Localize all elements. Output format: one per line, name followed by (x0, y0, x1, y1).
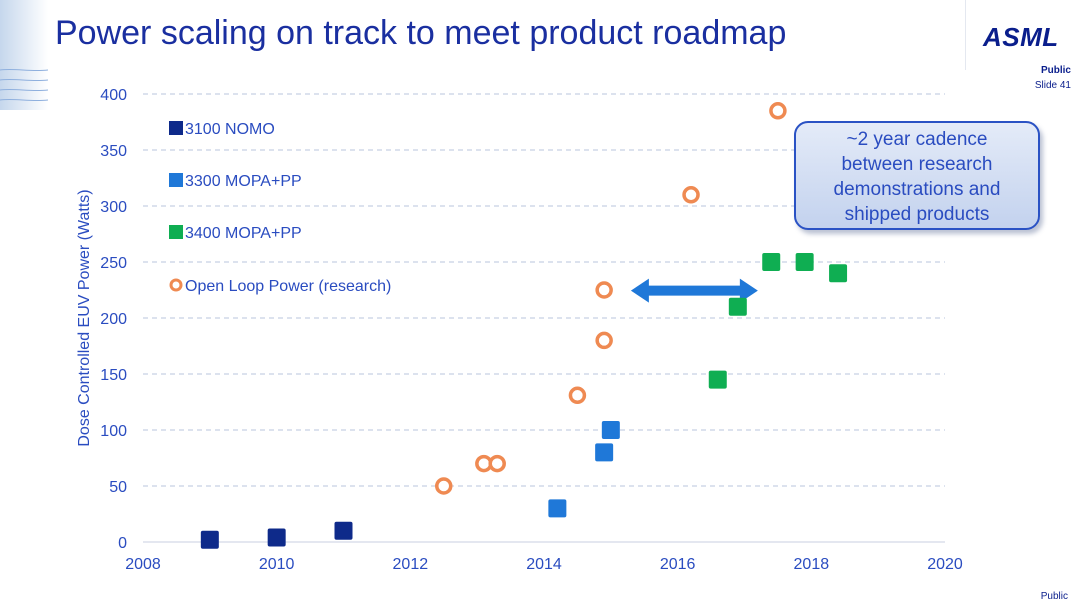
data-point-square (334, 521, 353, 540)
legend-label: Open Loop Power (research) (185, 278, 391, 295)
callout-line-4: shipped products (844, 204, 990, 225)
x-tick-label: 2010 (259, 556, 295, 573)
legend-marker (169, 121, 183, 135)
legend-marker (169, 173, 183, 187)
data-point-square (595, 443, 614, 462)
callout-line-2: between research (841, 154, 993, 175)
company-logo: ASML (983, 22, 1059, 52)
data-point-square (728, 297, 747, 316)
callout-line-3: demonstrations and (833, 179, 1001, 200)
x-tick-label: 2018 (794, 556, 830, 573)
data-point-square (200, 530, 219, 549)
y-tick-label: 400 (100, 87, 127, 104)
data-point-circle (595, 281, 613, 299)
data-point-circle (769, 102, 787, 120)
legend-marker (169, 278, 183, 292)
x-tick-label: 2012 (393, 556, 429, 573)
legend-label: 3100 NOMO (185, 121, 275, 138)
legend-label: 3400 MOPA+PP (185, 225, 302, 242)
corner-decoration (0, 0, 48, 110)
callout-line-1: ~2 year cadence (846, 129, 988, 150)
slide-number: Slide 41 (1034, 80, 1071, 91)
data-point-circle (435, 477, 453, 495)
y-axis-label: Dose Controlled EUV Power (Watts) (76, 189, 93, 446)
y-tick-label: 50 (109, 479, 127, 496)
cadence-callout: ~2 year cadence between research demonst… (794, 121, 1040, 230)
legend-label: 3300 MOPA+PP (185, 173, 302, 190)
y-tick-label: 200 (100, 311, 127, 328)
data-point-circle (488, 454, 506, 473)
footer-classification: Public (1040, 591, 1068, 602)
data-point-square (267, 528, 286, 547)
data-point-square (795, 253, 814, 271)
y-tick-label: 150 (100, 367, 127, 384)
legend-marker (169, 225, 183, 239)
header-divider (965, 0, 966, 70)
data-point-circle (595, 331, 613, 350)
y-tick-label: 350 (100, 143, 127, 160)
x-tick-label: 2020 (927, 556, 963, 573)
y-tick-label: 0 (118, 535, 127, 552)
y-tick-label: 250 (100, 255, 127, 272)
data-point-square (708, 370, 727, 389)
data-point-square (548, 499, 567, 518)
data-point-square (829, 264, 848, 283)
data-point-square (762, 253, 781, 271)
data-point-circle (568, 386, 587, 405)
classification-label: Public (1040, 65, 1071, 76)
y-tick-label: 100 (100, 423, 127, 440)
slide-title: Power scaling on track to meet product r… (55, 14, 787, 52)
data-point-circle (682, 186, 700, 204)
x-tick-label: 2016 (660, 556, 696, 573)
x-tick-label: 2008 (125, 556, 161, 573)
x-tick-label: 2014 (526, 556, 562, 573)
y-tick-label: 300 (100, 199, 127, 216)
data-point-square (601, 421, 620, 439)
cadence-double-arrow (630, 278, 758, 303)
